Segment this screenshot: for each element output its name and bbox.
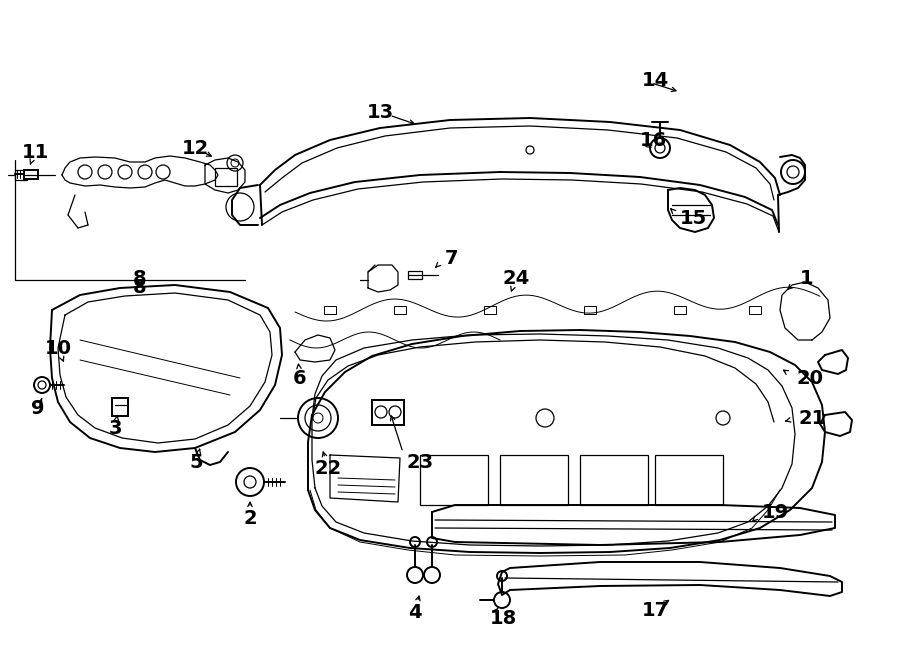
Bar xyxy=(500,455,568,505)
Bar xyxy=(215,168,237,186)
Text: 23: 23 xyxy=(406,453,433,471)
Text: 21: 21 xyxy=(798,408,825,428)
Text: 24: 24 xyxy=(502,268,529,288)
Text: 14: 14 xyxy=(642,71,670,89)
Text: 17: 17 xyxy=(642,600,669,619)
Text: 2: 2 xyxy=(243,508,256,527)
Text: 5: 5 xyxy=(189,453,202,471)
Bar xyxy=(408,271,422,279)
Bar xyxy=(324,306,336,314)
Text: 18: 18 xyxy=(490,609,518,627)
Bar xyxy=(749,306,761,314)
Bar xyxy=(420,455,488,505)
Bar xyxy=(394,306,406,314)
Text: 15: 15 xyxy=(680,208,707,227)
Bar xyxy=(484,306,496,314)
Text: 16: 16 xyxy=(640,130,667,149)
Text: 13: 13 xyxy=(366,102,393,122)
Text: 1: 1 xyxy=(800,268,814,288)
Text: 8: 8 xyxy=(133,268,147,288)
Text: 3: 3 xyxy=(108,418,122,438)
Text: 8: 8 xyxy=(133,278,147,297)
Bar xyxy=(655,455,723,505)
Text: 6: 6 xyxy=(293,368,307,387)
Bar xyxy=(674,306,686,314)
Text: 20: 20 xyxy=(796,368,823,387)
Text: 11: 11 xyxy=(22,143,49,161)
Bar xyxy=(584,306,596,314)
Text: 10: 10 xyxy=(44,338,71,358)
Bar xyxy=(24,170,38,179)
Bar xyxy=(15,170,27,180)
Text: 22: 22 xyxy=(314,459,342,477)
Bar xyxy=(112,398,128,416)
Bar xyxy=(372,400,404,425)
Text: 12: 12 xyxy=(182,139,209,157)
Text: 7: 7 xyxy=(445,249,458,268)
Bar xyxy=(580,455,648,505)
Text: 19: 19 xyxy=(762,502,789,522)
Text: 9: 9 xyxy=(32,399,45,418)
Text: 4: 4 xyxy=(409,602,422,621)
